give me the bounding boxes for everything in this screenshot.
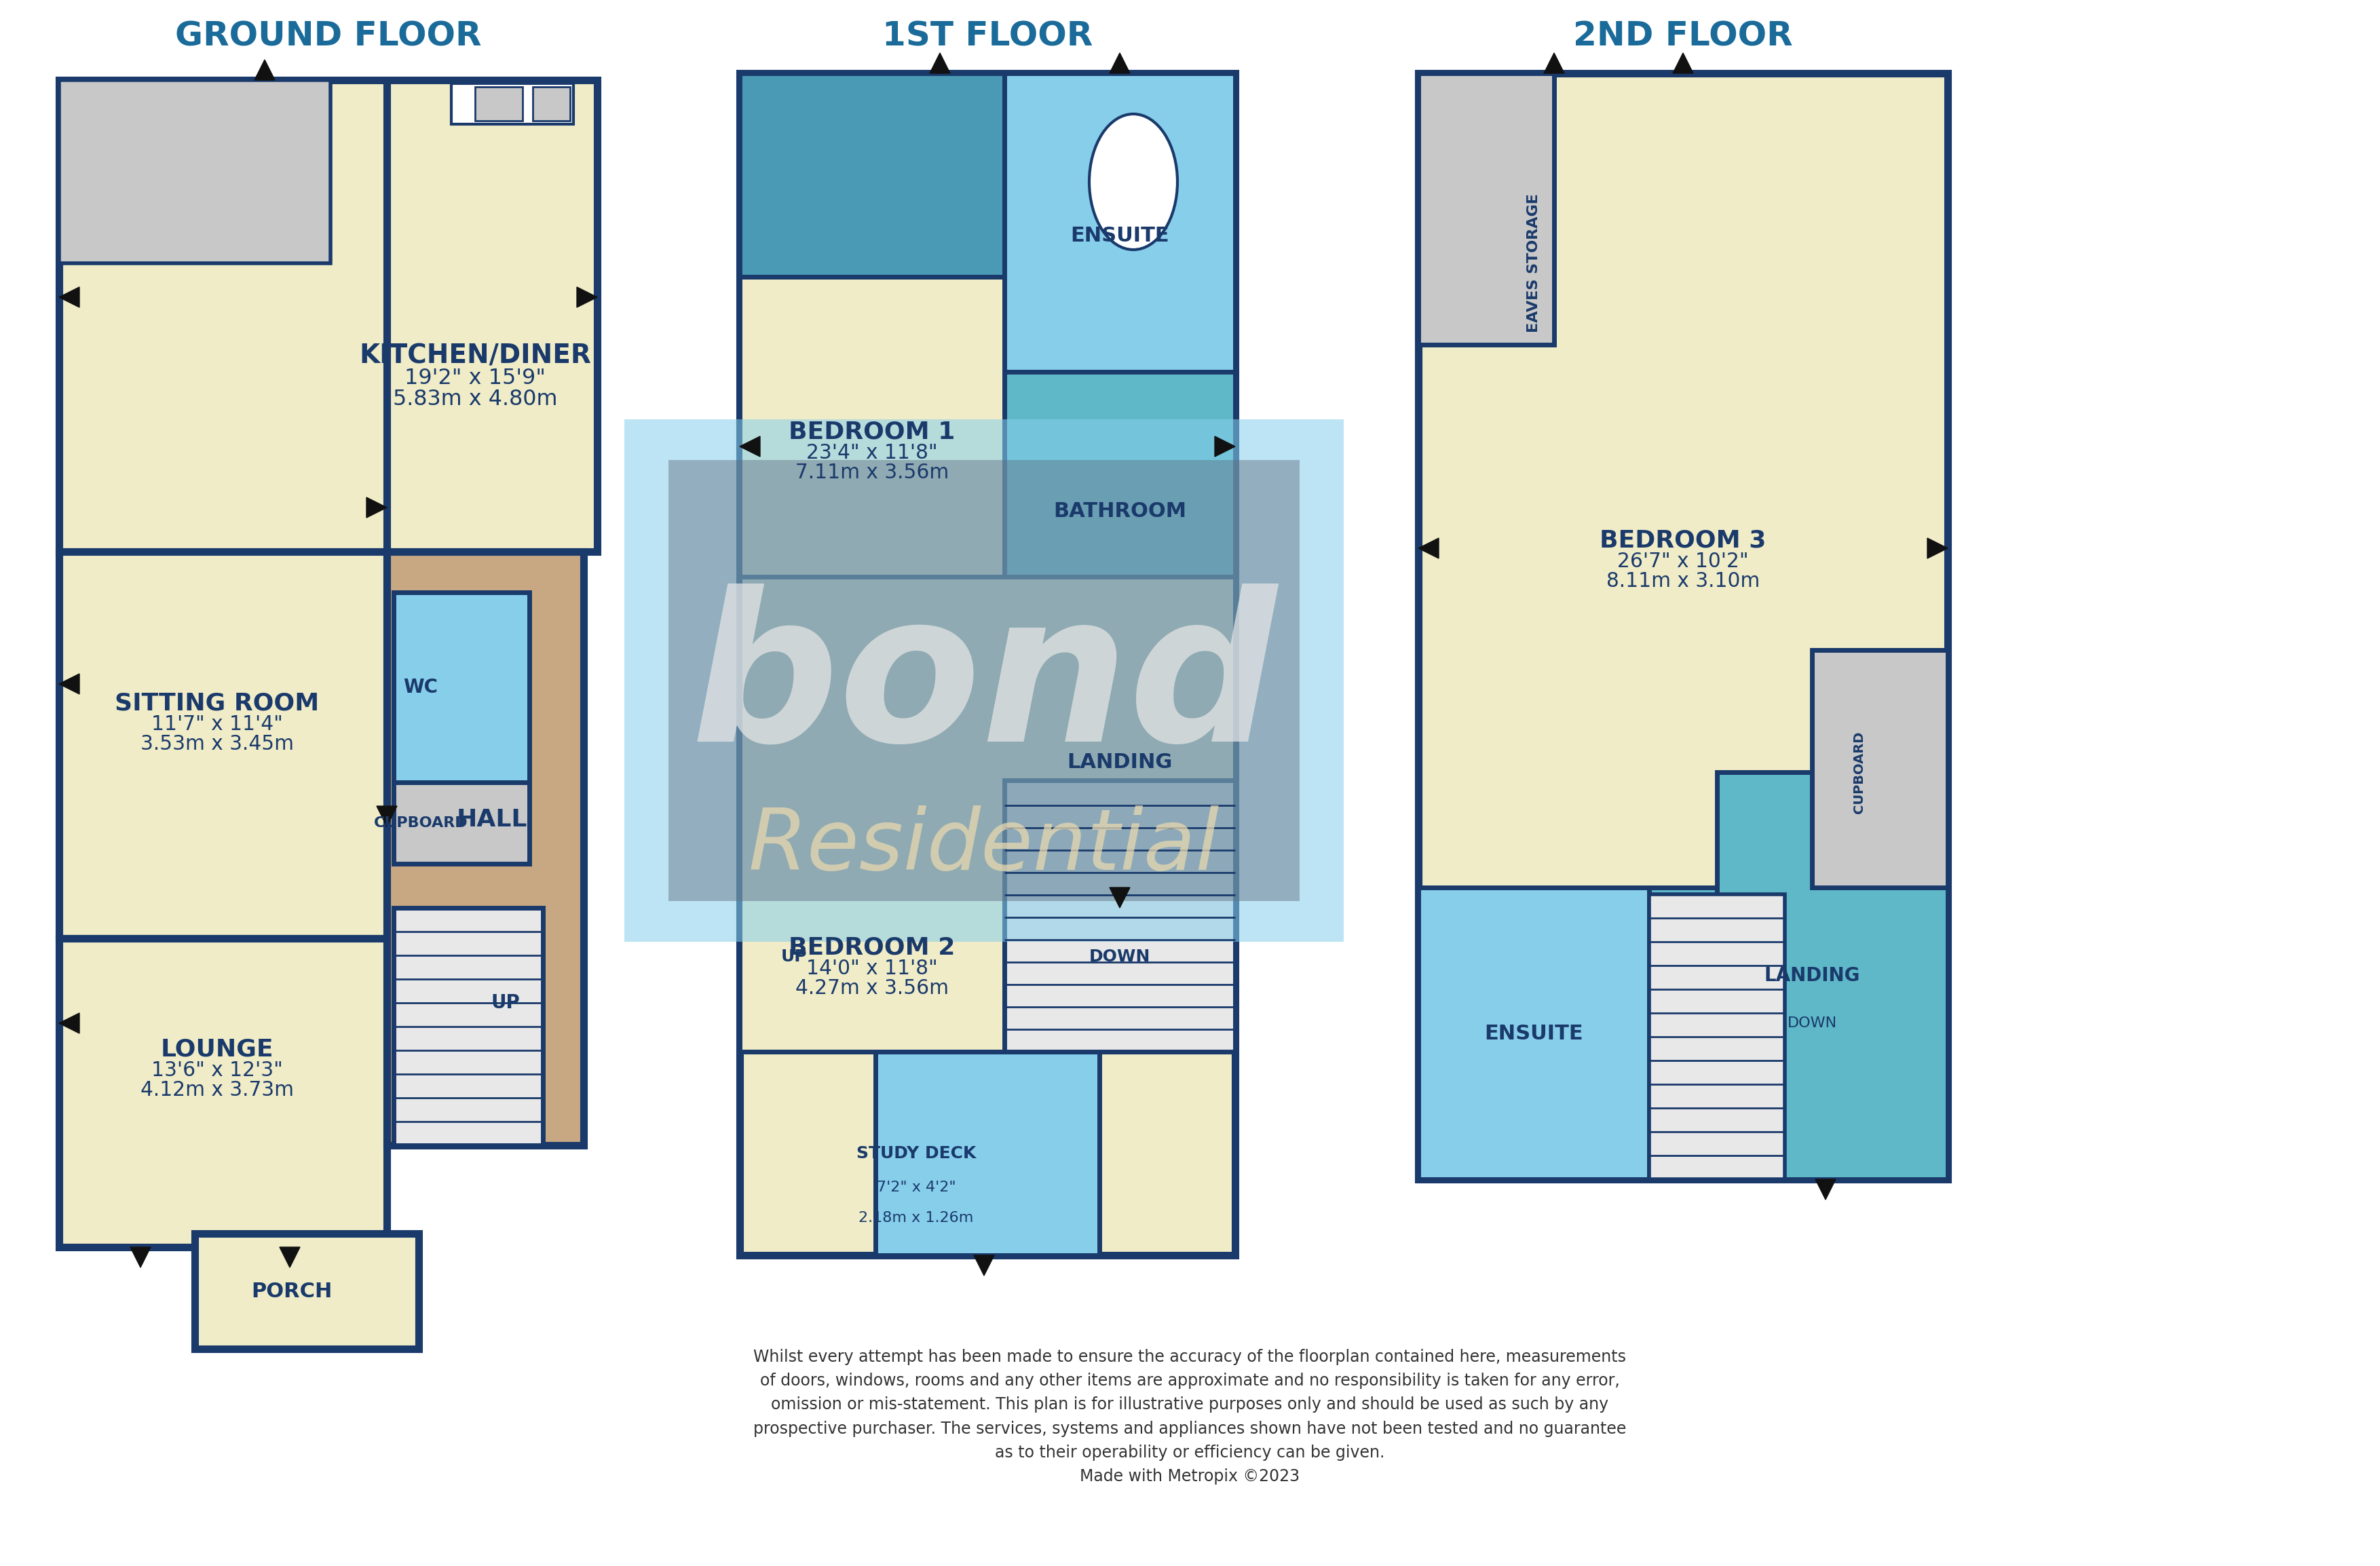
Polygon shape: [278, 1247, 300, 1267]
Bar: [740, 576, 1235, 1052]
Text: CUPBOARD: CUPBOARD: [374, 816, 469, 830]
Polygon shape: [1545, 53, 1564, 74]
Text: bond: bond: [690, 583, 1278, 785]
Polygon shape: [973, 1256, 995, 1276]
Polygon shape: [60, 1013, 79, 1034]
Text: 14'0" x 11'8": 14'0" x 11'8": [807, 958, 938, 979]
Polygon shape: [376, 806, 397, 827]
Polygon shape: [931, 53, 950, 74]
Bar: [1418, 888, 1649, 1179]
Text: 23'4" x 11'8": 23'4" x 11'8": [807, 443, 938, 464]
Text: 7'2" x 4'2": 7'2" x 4'2": [876, 1181, 957, 1195]
Bar: [1811, 650, 1947, 888]
Text: BEDROOM 2: BEDROOM 2: [788, 936, 954, 960]
Bar: [1004, 74, 1235, 371]
Bar: [393, 783, 528, 864]
Bar: [393, 592, 528, 783]
Text: 19'2" x 15'9": 19'2" x 15'9": [405, 368, 545, 388]
Text: BEDROOM 3: BEDROOM 3: [1599, 529, 1766, 553]
Text: ENSUITE: ENSUITE: [1071, 226, 1169, 246]
Bar: [669, 460, 1299, 900]
Text: CUPBOARD: CUPBOARD: [1854, 731, 1866, 813]
Bar: [1649, 894, 1785, 1179]
Bar: [1004, 780, 1235, 1052]
Text: BEDROOM 1: BEDROOM 1: [788, 421, 954, 443]
Text: LOUNGE: LOUNGE: [159, 1038, 274, 1062]
Text: EAVES STORAGE: EAVES STORAGE: [1528, 194, 1540, 332]
Bar: [393, 908, 543, 1145]
Text: 1ST FLOOR: 1ST FLOOR: [883, 20, 1092, 52]
Text: 2.18m x 1.26m: 2.18m x 1.26m: [859, 1211, 973, 1225]
Text: 7.11m x 3.56m: 7.11m x 3.56m: [795, 464, 950, 482]
Bar: [60, 551, 388, 938]
Bar: [740, 74, 1004, 277]
Polygon shape: [367, 498, 388, 518]
Text: SITTING ROOM: SITTING ROOM: [114, 692, 319, 716]
Text: Residential: Residential: [747, 806, 1219, 888]
Polygon shape: [1214, 437, 1235, 457]
Text: 4.12m x 3.73m: 4.12m x 3.73m: [140, 1081, 293, 1099]
Polygon shape: [255, 60, 274, 80]
Text: 5.83m x 4.80m: 5.83m x 4.80m: [393, 388, 557, 410]
Text: UP: UP: [490, 993, 521, 1012]
Polygon shape: [1109, 888, 1130, 908]
Bar: [624, 420, 1345, 941]
Ellipse shape: [1090, 114, 1178, 249]
Bar: [60, 938, 388, 1247]
Text: LANDING: LANDING: [1066, 752, 1173, 772]
Bar: [740, 74, 1235, 1256]
Bar: [1716, 772, 1947, 1179]
Text: DOWN: DOWN: [1787, 1016, 1837, 1030]
Bar: [60, 80, 597, 551]
Text: 2ND FLOOR: 2ND FLOOR: [1573, 20, 1792, 52]
Bar: [1418, 74, 1947, 1179]
Text: GROUND FLOOR: GROUND FLOOR: [176, 20, 481, 52]
Text: 3.53m x 3.45m: 3.53m x 3.45m: [140, 734, 293, 753]
Bar: [1004, 371, 1235, 630]
Text: LANDING: LANDING: [1764, 966, 1859, 985]
Polygon shape: [576, 287, 597, 307]
Polygon shape: [1928, 539, 1947, 559]
Text: 13'6" x 12'3": 13'6" x 12'3": [152, 1060, 283, 1081]
Bar: [388, 551, 583, 1145]
Text: STUDY DECK: STUDY DECK: [857, 1145, 976, 1162]
Bar: [1418, 74, 1554, 345]
Polygon shape: [1816, 1179, 1835, 1200]
Text: BATHROOM: BATHROOM: [1054, 501, 1185, 521]
Polygon shape: [131, 1247, 150, 1267]
Text: 26'7" x 10'2": 26'7" x 10'2": [1618, 551, 1749, 572]
Bar: [740, 277, 1004, 630]
Polygon shape: [60, 673, 79, 694]
Bar: [452, 83, 574, 124]
Bar: [1004, 630, 1235, 888]
Text: KITCHEN/DINER: KITCHEN/DINER: [359, 343, 590, 368]
Text: PORCH: PORCH: [252, 1281, 333, 1301]
Text: HALL: HALL: [457, 808, 528, 832]
Text: UP: UP: [781, 949, 807, 965]
Text: 11'7" x 11'4": 11'7" x 11'4": [152, 714, 283, 734]
Bar: [476, 86, 524, 121]
Text: Whilst every attempt has been made to ensure the accuracy of the floorplan conta: Whilst every attempt has been made to en…: [752, 1348, 1626, 1485]
Text: 8.11m x 3.10m: 8.11m x 3.10m: [1607, 572, 1759, 590]
Polygon shape: [60, 287, 79, 307]
Text: 4.27m x 3.56m: 4.27m x 3.56m: [795, 979, 950, 998]
Text: DOWN: DOWN: [1090, 949, 1150, 965]
Polygon shape: [1673, 53, 1692, 74]
Bar: [1649, 888, 1894, 1179]
Polygon shape: [1109, 53, 1130, 74]
Polygon shape: [1418, 539, 1440, 559]
Text: WC: WC: [405, 678, 438, 697]
Bar: [533, 86, 571, 121]
Bar: [60, 80, 331, 263]
Polygon shape: [740, 437, 759, 457]
Bar: [876, 1052, 1100, 1256]
Bar: [195, 1234, 419, 1348]
Text: ENSUITE: ENSUITE: [1485, 1024, 1583, 1043]
